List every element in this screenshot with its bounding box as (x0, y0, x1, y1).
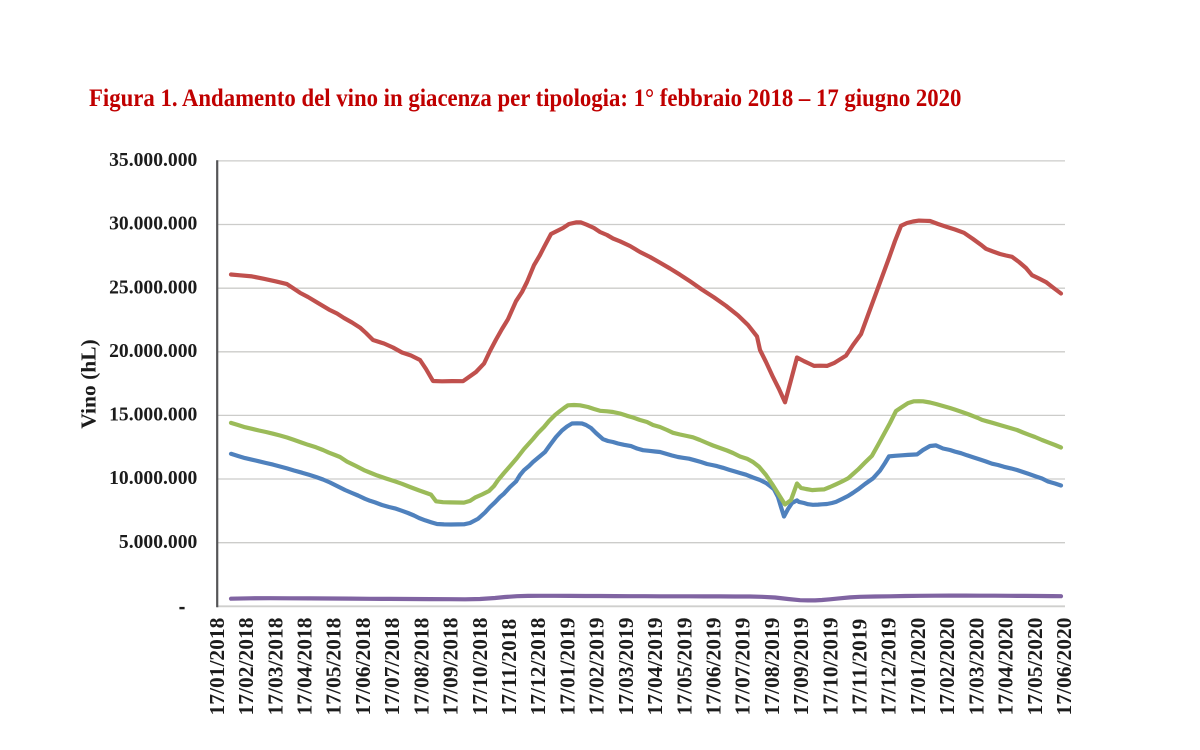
svg-text:17/05/2020: 17/05/2020 (1023, 618, 1047, 716)
svg-text:17/02/2018: 17/02/2018 (234, 617, 258, 715)
svg-text:17/12/2019: 17/12/2019 (877, 618, 901, 716)
svg-text:17/01/2018: 17/01/2018 (205, 617, 229, 715)
svg-text:17/08/2019: 17/08/2019 (760, 618, 784, 716)
svg-text:17/06/2018: 17/06/2018 (351, 617, 375, 715)
svg-text:10.000.000: 10.000.000 (109, 468, 197, 489)
svg-text:17/08/2018: 17/08/2018 (409, 617, 433, 715)
svg-text:30.000.000: 30.000.000 (109, 214, 197, 235)
svg-text:17/03/2018: 17/03/2018 (263, 617, 287, 715)
svg-text:17/12/2018: 17/12/2018 (526, 617, 550, 715)
svg-text:17/02/2019: 17/02/2019 (585, 618, 609, 716)
svg-text:17/11/2018: 17/11/2018 (497, 618, 521, 715)
svg-text:17/01/2020: 17/01/2020 (906, 618, 930, 716)
svg-text:17/07/2018: 17/07/2018 (380, 617, 404, 715)
svg-text:17/09/2019: 17/09/2019 (789, 618, 813, 716)
svg-text:17/06/2019: 17/06/2019 (702, 618, 726, 716)
svg-text:17/05/2019: 17/05/2019 (672, 618, 696, 716)
svg-text:Vino (hL): Vino (hL) (77, 339, 101, 428)
svg-text:17/10/2019: 17/10/2019 (818, 618, 842, 716)
svg-text:17/09/2018: 17/09/2018 (439, 617, 463, 715)
svg-text:17/10/2018: 17/10/2018 (468, 617, 492, 715)
svg-text:17/06/2020: 17/06/2020 (1052, 618, 1076, 716)
svg-text:17/04/2020: 17/04/2020 (994, 618, 1018, 716)
svg-text:35.000.000: 35.000.000 (109, 150, 197, 171)
svg-text:17/03/2019: 17/03/2019 (614, 618, 638, 716)
svg-text:17/05/2018: 17/05/2018 (322, 617, 346, 715)
svg-text:17/04/2018: 17/04/2018 (293, 617, 317, 715)
svg-text:17/04/2019: 17/04/2019 (643, 618, 667, 716)
svg-text:17/03/2020: 17/03/2020 (964, 618, 988, 716)
svg-text:17/01/2019: 17/01/2019 (555, 618, 579, 716)
svg-text:25.000.000: 25.000.000 (109, 277, 197, 298)
svg-text:15.000.000: 15.000.000 (109, 405, 197, 426)
svg-text:5.000.000: 5.000.000 (119, 532, 198, 553)
svg-text:17/11/2019: 17/11/2019 (848, 619, 872, 716)
svg-text:20.000.000: 20.000.000 (109, 341, 197, 362)
svg-text:17/02/2020: 17/02/2020 (935, 618, 959, 716)
svg-text:17/07/2019: 17/07/2019 (731, 618, 755, 716)
